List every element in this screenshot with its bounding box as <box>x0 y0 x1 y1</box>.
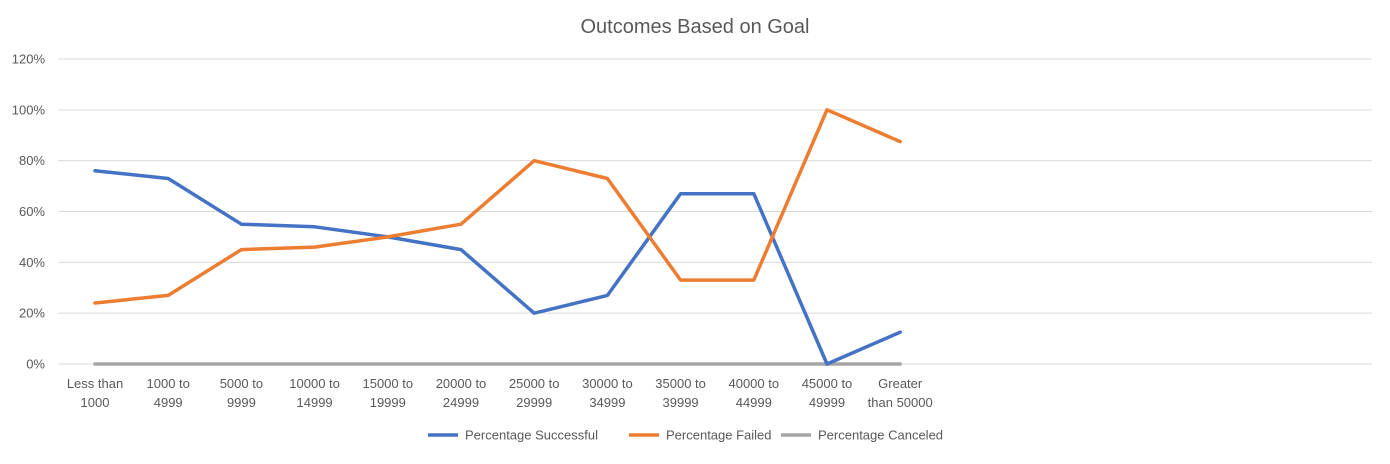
x-tick-label: 30000 to 34999 <box>582 376 633 410</box>
y-tick-label: 60% <box>19 204 45 219</box>
x-tick-label: 45000 to 49999 <box>802 376 853 410</box>
x-tick-label: 20000 to 24999 <box>436 376 487 410</box>
y-axis-ticks: 0% 20% 40% 60% 80% 100% 120% <box>12 52 46 372</box>
y-tick-label: 80% <box>19 153 45 168</box>
chart-title: Outcomes Based on Goal <box>580 16 809 38</box>
y-tick-label: 100% <box>12 102 46 117</box>
x-tick-label: 35000 to 39999 <box>655 376 706 410</box>
legend-label: Percentage Successful <box>465 428 598 443</box>
y-tick-label: 40% <box>19 255 45 270</box>
x-tick-label: 10000 to 14999 <box>289 376 340 410</box>
y-tick-label: 120% <box>12 52 46 67</box>
x-tick-label: Greater than 50000 <box>868 376 933 410</box>
x-tick-label: 25000 to 29999 <box>509 376 560 410</box>
y-tick-label: 20% <box>19 306 45 321</box>
x-tick-label: 1000 to 4999 <box>147 376 190 410</box>
legend-label: Percentage Failed <box>666 428 772 443</box>
series-lines <box>93 108 902 366</box>
x-tick-label: 5000 to 9999 <box>220 376 263 410</box>
x-tick-label: Less than 1000 <box>67 376 123 410</box>
x-tick-label: 15000 to 19999 <box>362 376 413 410</box>
series-line-1 <box>93 108 902 305</box>
x-axis-ticks: Less than 1000 1000 to 4999 5000 to 9999 10000… <box>67 376 933 410</box>
legend-label: Percentage Canceled <box>818 428 943 443</box>
y-tick-label: 0% <box>26 357 45 372</box>
legend: Percentage Successful Percentage Failed Pe… <box>428 428 943 443</box>
series-line-0 <box>93 169 902 366</box>
x-tick-label: 40000 to 44999 <box>728 376 779 410</box>
gridlines <box>58 58 1372 365</box>
